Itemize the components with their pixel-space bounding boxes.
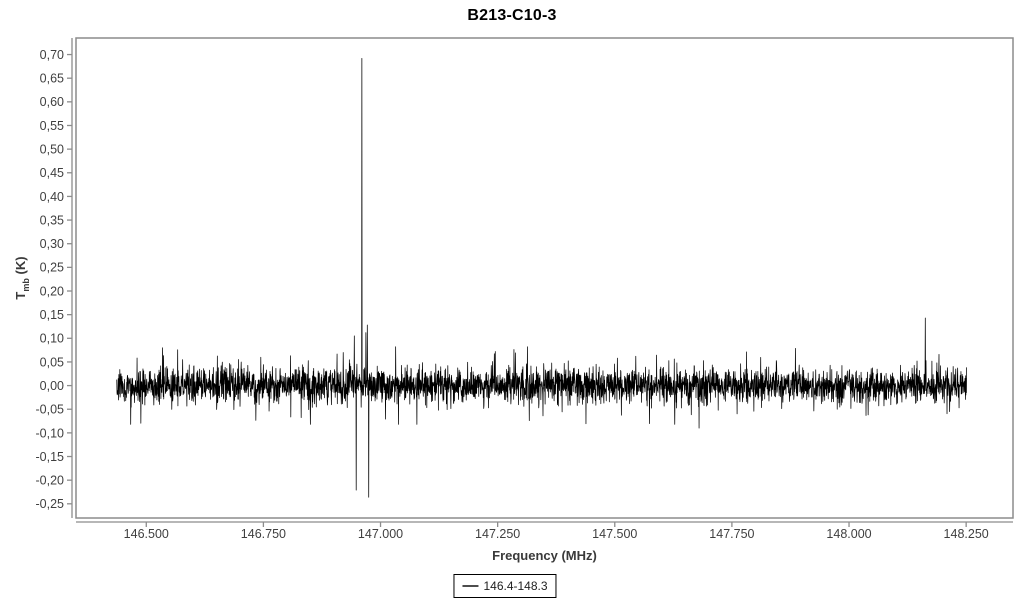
x-tick-label: 146.750 <box>241 527 286 541</box>
legend: 146.4-148.3 <box>453 574 557 598</box>
y-axis-title-unit: (K) <box>13 256 29 279</box>
legend-line-sample <box>462 585 479 587</box>
x-tick-label: 148.000 <box>826 527 871 541</box>
y-tick-label: 0,60 <box>40 95 64 109</box>
y-tick-label: 0,10 <box>40 332 64 346</box>
y-tick-label: 0,00 <box>40 379 64 393</box>
x-tick-label: 147.000 <box>358 527 403 541</box>
y-tick-label: -0,15 <box>36 450 65 464</box>
y-axis-title-subscript: mb <box>20 278 31 292</box>
x-tick-label: 148.250 <box>944 527 989 541</box>
series-line <box>116 57 967 498</box>
y-tick-label: 0,55 <box>40 119 64 133</box>
x-tick-label: 147.250 <box>475 527 520 541</box>
legend-label: 146.4-148.3 <box>483 579 548 593</box>
x-tick-label: 147.750 <box>709 527 754 541</box>
y-tick-label: 0,15 <box>40 308 64 322</box>
y-axis-title: Tmb (K) <box>13 256 31 299</box>
plot-frame <box>75 37 1014 519</box>
x-axis-title: Frequency (MHz) <box>492 548 597 563</box>
y-tick-label: 0,40 <box>40 190 64 204</box>
y-tick-label: -0,10 <box>36 426 65 440</box>
y-tick-label: 0,70 <box>40 48 64 62</box>
y-tick-label: 0,65 <box>40 72 64 86</box>
y-tick-label: 0,25 <box>40 261 64 275</box>
y-tick-label: 0,45 <box>40 166 64 180</box>
y-tick-label: 0,05 <box>40 355 64 369</box>
y-tick-label: -0,25 <box>36 497 65 511</box>
y-tick-label: -0,20 <box>36 474 65 488</box>
y-tick-label: 0,20 <box>40 284 64 298</box>
y-tick-label: 0,50 <box>40 143 64 157</box>
y-tick-label: -0,05 <box>36 403 65 417</box>
y-tick-label: 0,30 <box>40 237 64 251</box>
y-axis-title-symbol: T <box>13 291 29 300</box>
y-tick-label: 0,35 <box>40 213 64 227</box>
x-tick-label: 147.500 <box>592 527 637 541</box>
chart-title: B213-C10-3 <box>467 7 557 24</box>
x-tick-label: 146.500 <box>124 527 169 541</box>
